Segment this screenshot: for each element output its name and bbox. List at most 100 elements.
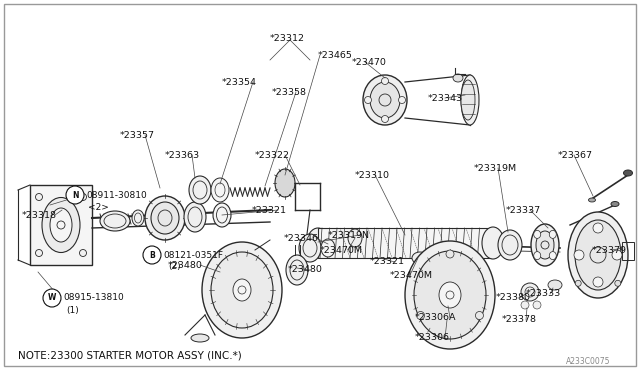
Text: *23321: *23321 [370,257,405,266]
Ellipse shape [461,80,475,120]
Ellipse shape [414,251,486,339]
Ellipse shape [575,280,581,286]
Text: B: B [149,250,155,260]
Ellipse shape [211,252,273,328]
Text: *23470M: *23470M [320,246,363,254]
Text: *23380: *23380 [496,294,531,302]
Text: *23378: *23378 [502,315,537,324]
Ellipse shape [405,241,495,349]
Text: NOTE:23300 STARTER MOTOR ASSY (INC.*): NOTE:23300 STARTER MOTOR ASSY (INC.*) [18,351,242,361]
Text: *23306A: *23306A [415,314,456,323]
Circle shape [66,186,84,204]
Text: N: N [72,190,78,199]
Ellipse shape [593,277,603,287]
Text: *23470M: *23470M [390,270,433,279]
Ellipse shape [399,96,406,103]
Ellipse shape [211,178,229,202]
Ellipse shape [417,311,424,320]
Text: *23357: *23357 [120,131,155,140]
Ellipse shape [79,250,86,257]
Ellipse shape [365,96,371,103]
Text: *23480: *23480 [288,266,323,275]
Text: (2): (2) [168,263,180,272]
Text: *23319N: *23319N [328,231,370,240]
Text: *23318: *23318 [22,211,57,219]
Ellipse shape [498,230,522,260]
Circle shape [143,246,161,264]
Bar [318,228,493,258]
Ellipse shape [534,230,541,238]
Text: *23470: *23470 [352,58,387,67]
Ellipse shape [381,115,388,122]
Ellipse shape [184,202,206,232]
Ellipse shape [363,75,407,125]
Text: *23321: *23321 [252,205,287,215]
Text: *23358: *23358 [272,87,307,96]
Ellipse shape [100,211,130,231]
Ellipse shape [233,279,251,301]
Ellipse shape [611,202,619,206]
Ellipse shape [132,210,144,226]
Ellipse shape [568,212,628,298]
Text: *23319M: *23319M [474,164,517,173]
Ellipse shape [615,280,621,286]
Ellipse shape [439,282,461,308]
Text: *23363: *23363 [165,151,200,160]
Ellipse shape [548,280,562,290]
Text: <2>: <2> [88,202,109,212]
Ellipse shape [533,301,541,309]
Text: *23346: *23346 [284,234,319,243]
Ellipse shape [50,208,72,242]
Ellipse shape [307,228,329,258]
Ellipse shape [575,220,621,290]
Text: *23312: *23312 [270,33,305,42]
Ellipse shape [79,193,86,201]
Text: *23337: *23337 [506,205,541,215]
Text: *23367: *23367 [558,151,593,160]
Ellipse shape [623,170,632,176]
Ellipse shape [536,231,554,259]
Text: *23333: *23333 [526,289,561,298]
Text: *23306: *23306 [415,334,450,343]
Ellipse shape [286,255,308,285]
Ellipse shape [35,193,42,201]
Ellipse shape [574,250,584,260]
Text: *23343: *23343 [428,93,463,103]
Text: 08915-13810: 08915-13810 [63,294,124,302]
Ellipse shape [189,176,211,204]
Text: W: W [48,294,56,302]
Ellipse shape [191,334,209,342]
Bar [30,185,92,265]
Text: *23480: *23480 [168,260,203,269]
Ellipse shape [453,74,463,82]
Ellipse shape [593,223,603,233]
Ellipse shape [534,251,541,260]
Circle shape [43,289,61,307]
Ellipse shape [461,75,479,125]
Ellipse shape [482,227,504,259]
Text: (1): (1) [66,305,79,314]
Ellipse shape [549,230,556,238]
Ellipse shape [275,169,295,197]
Text: 08121-0351F: 08121-0351F [163,250,223,260]
Ellipse shape [521,283,539,301]
Ellipse shape [589,198,595,202]
Ellipse shape [381,77,388,84]
Ellipse shape [549,251,556,260]
Text: *23379: *23379 [592,246,627,254]
Text: *23354: *23354 [222,77,257,87]
Ellipse shape [370,82,400,118]
Ellipse shape [35,250,42,257]
Ellipse shape [299,234,321,262]
Ellipse shape [42,198,80,253]
Ellipse shape [476,311,483,320]
Text: *23322: *23322 [255,151,290,160]
Ellipse shape [446,250,454,258]
Ellipse shape [321,239,335,257]
Ellipse shape [202,242,282,338]
Text: A233C0075: A233C0075 [566,357,610,366]
Ellipse shape [531,224,559,266]
Ellipse shape [213,203,231,227]
Text: 08911-30810: 08911-30810 [86,190,147,199]
Ellipse shape [521,301,529,309]
